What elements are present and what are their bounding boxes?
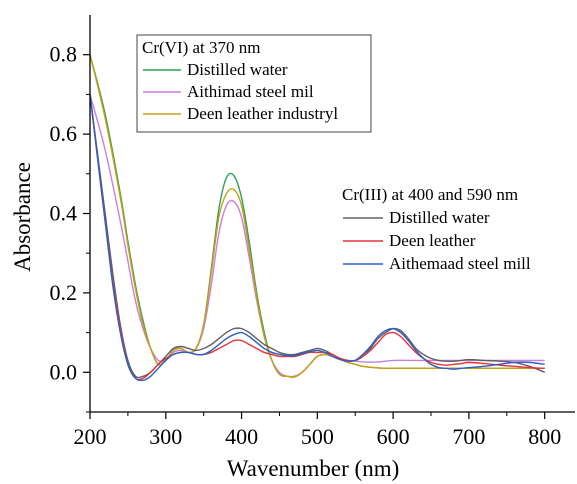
legend-crvi: Cr(VI) at 370 nm Distilled water Aithimad … bbox=[136, 34, 372, 133]
series-line-6 bbox=[89, 94, 545, 382]
legend-frame bbox=[136, 34, 372, 133]
legend-entry-label: Distilled water bbox=[187, 60, 288, 79]
x-tick-label: 300 bbox=[149, 424, 182, 449]
legend-entry-label: Aithemaad steel mill bbox=[389, 254, 531, 273]
legend-background bbox=[337, 182, 573, 282]
x-tick-label: 700 bbox=[452, 424, 485, 449]
y-tick-label: 0.4 bbox=[50, 201, 78, 226]
ticks-layer: 200 300 400 500 600 700 800 0.0 0.2 0.4 0.6 0.8 bbox=[50, 42, 562, 449]
x-tick-label: 800 bbox=[528, 424, 561, 449]
legend-title: Cr(III) at 400 and 590 nm bbox=[342, 185, 518, 204]
y-tick-label: 0.8 bbox=[50, 42, 78, 67]
legend-entry-label: Deen leather bbox=[389, 231, 476, 250]
series-line-5 bbox=[89, 94, 545, 381]
legend-title: Cr(VI) at 370 nm bbox=[142, 38, 261, 57]
y-tick-label: 0.0 bbox=[50, 359, 78, 384]
x-tick-label: 200 bbox=[74, 424, 107, 449]
legend-entry-label: Deen leather industryl bbox=[187, 104, 338, 123]
legend-criii: Cr(III) at 400 and 590 nm Distilled water… bbox=[337, 182, 573, 282]
legend-entry-label: Distilled water bbox=[389, 208, 490, 227]
series-line-3 bbox=[89, 54, 545, 378]
series-layer bbox=[89, 54, 545, 382]
x-axis-label: Wavenumber (nm) bbox=[227, 456, 400, 481]
x-tick-label: 400 bbox=[225, 424, 258, 449]
x-tick-label: 600 bbox=[377, 424, 410, 449]
x-tick-label: 500 bbox=[301, 424, 334, 449]
y-axis-label: Absorbance bbox=[10, 162, 35, 272]
legend-entry-label: Aithimad steel mil bbox=[187, 82, 314, 101]
y-tick-label: 0.6 bbox=[50, 121, 78, 146]
y-tick-label: 0.2 bbox=[50, 280, 78, 305]
